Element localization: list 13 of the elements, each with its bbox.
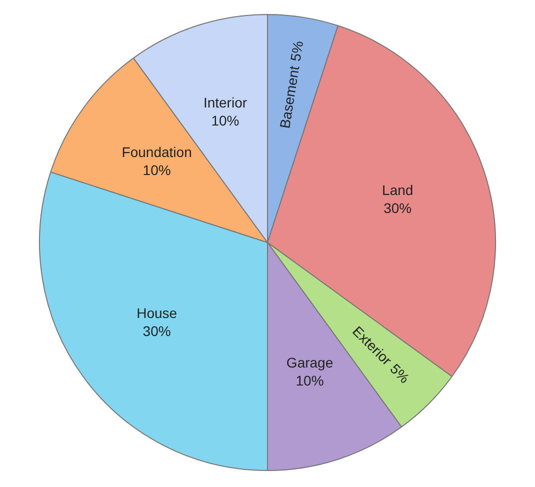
slice-label: Land	[382, 182, 414, 198]
slice-label: Interior	[203, 94, 248, 110]
data-label: 10%	[211, 112, 240, 128]
data-label: 5%	[287, 40, 306, 62]
slice-label: Basement	[276, 64, 302, 130]
data-label: 5%	[387, 360, 413, 386]
slice-label: Foundation	[122, 144, 192, 160]
slice-label: House	[136, 304, 178, 321]
data-label: 30%	[384, 200, 412, 216]
data-label: 10%	[142, 162, 171, 178]
slice-label: Garage	[286, 354, 334, 370]
data-label: 10%	[296, 372, 324, 388]
data-label: 30%	[142, 322, 171, 339]
